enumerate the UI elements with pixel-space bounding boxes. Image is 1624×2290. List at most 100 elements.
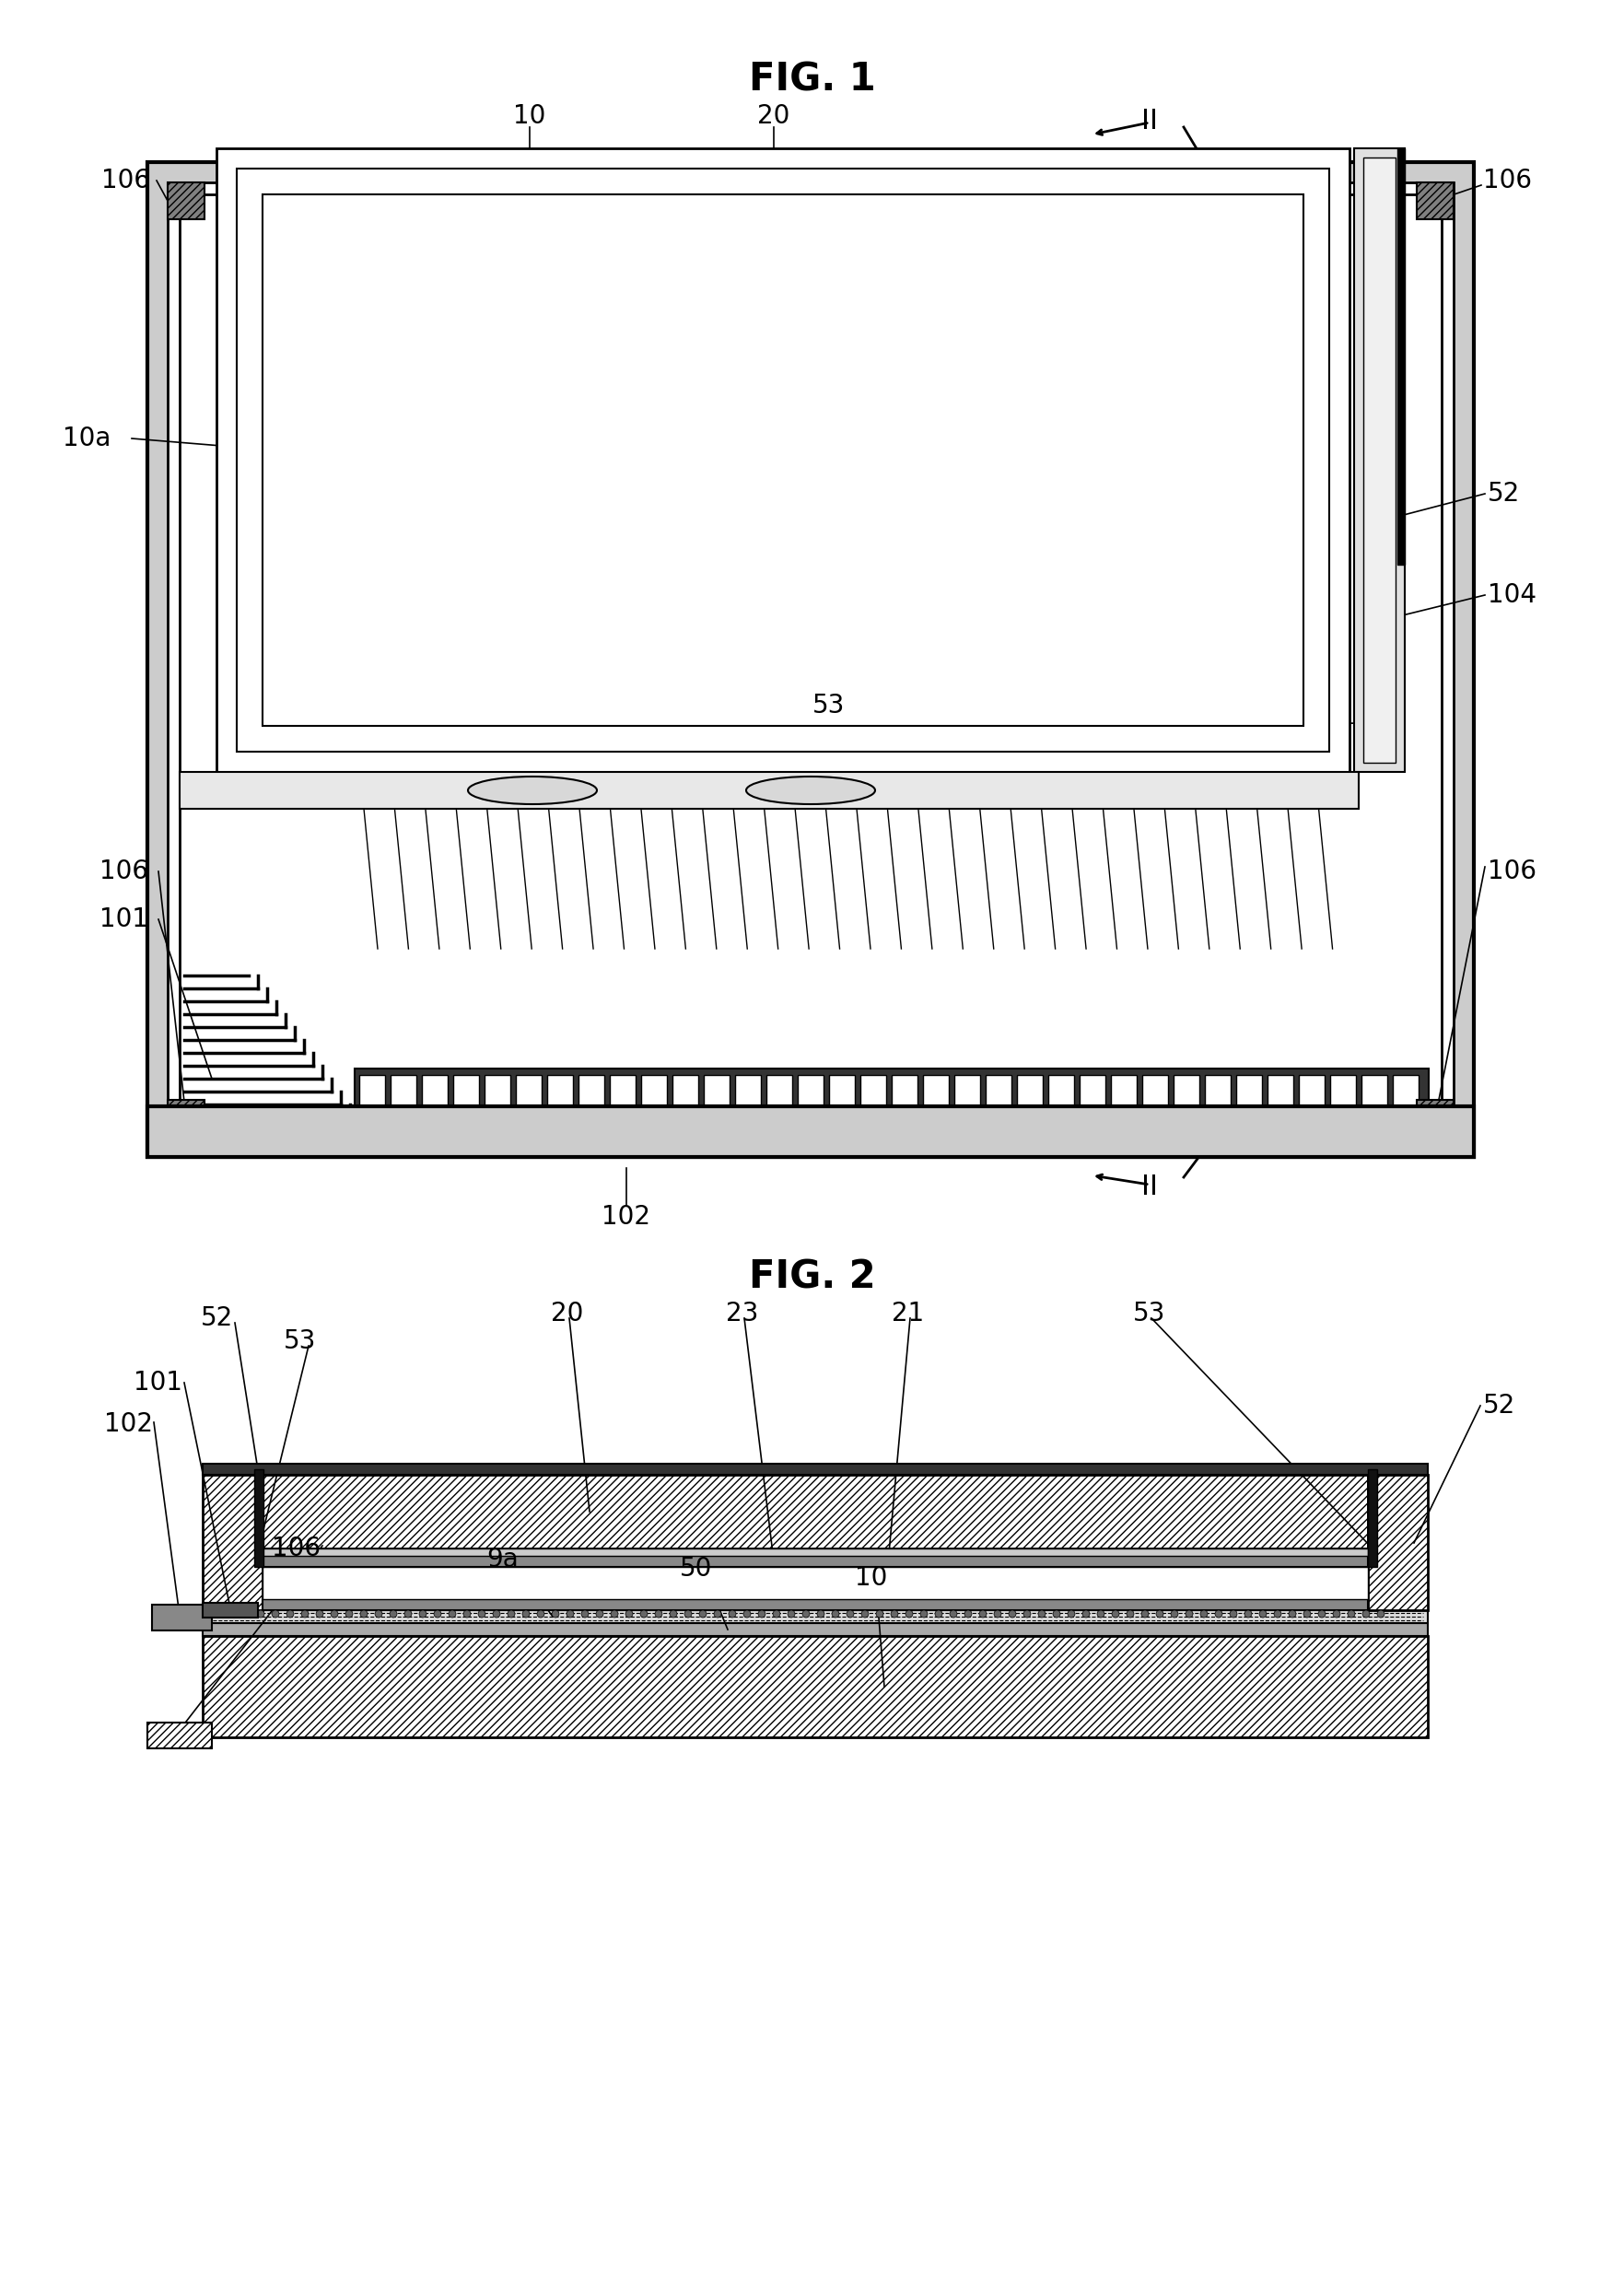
Text: FIG. 1: FIG. 1 (749, 60, 875, 98)
Text: 20: 20 (757, 103, 789, 128)
Bar (1367, 1470, 1377, 1566)
Text: 10: 10 (854, 1564, 887, 1592)
Circle shape (257, 1610, 265, 1617)
Bar (148, 1106, 1475, 1156)
Ellipse shape (745, 776, 875, 804)
Circle shape (375, 1610, 382, 1617)
Circle shape (331, 1610, 338, 1617)
Circle shape (1229, 1610, 1237, 1617)
Bar (354, 1069, 1429, 1118)
Circle shape (1363, 1610, 1369, 1617)
Text: 101: 101 (99, 907, 148, 932)
Ellipse shape (468, 776, 598, 804)
Bar (1367, 1475, 1427, 1610)
Circle shape (1273, 1610, 1281, 1617)
Circle shape (950, 1610, 957, 1617)
Bar (578, 1074, 604, 1113)
Text: FIG. 2: FIG. 2 (749, 1257, 875, 1296)
Circle shape (567, 1610, 573, 1617)
Bar (263, 195, 1304, 726)
Text: 20: 20 (551, 1301, 583, 1326)
Bar (1393, 1074, 1419, 1113)
Circle shape (1052, 1610, 1060, 1617)
Circle shape (1127, 1610, 1134, 1617)
Bar (1047, 1074, 1073, 1113)
Circle shape (1156, 1610, 1163, 1617)
Bar (736, 1074, 762, 1113)
Bar (263, 1566, 1367, 1598)
Circle shape (361, 1610, 367, 1617)
Text: 101: 101 (133, 1369, 182, 1395)
Text: 23: 23 (726, 1301, 758, 1326)
Bar (828, 1074, 854, 1113)
Bar (1416, 183, 1453, 220)
Circle shape (448, 1610, 456, 1617)
Circle shape (1171, 1610, 1177, 1617)
Bar (1363, 158, 1395, 763)
Circle shape (1289, 1610, 1296, 1617)
Circle shape (654, 1610, 663, 1617)
Circle shape (1377, 1610, 1385, 1617)
Text: 106: 106 (101, 167, 149, 192)
Bar (547, 1074, 573, 1113)
Bar (148, 163, 1475, 1156)
Bar (263, 1555, 1367, 1566)
Circle shape (419, 1610, 427, 1617)
Bar (148, 1722, 211, 1747)
Circle shape (640, 1610, 648, 1617)
Text: 104: 104 (1488, 582, 1536, 607)
Bar (422, 1074, 448, 1113)
Circle shape (817, 1610, 825, 1617)
Bar (167, 1099, 205, 1136)
Bar (641, 1074, 667, 1113)
Text: 10: 10 (513, 103, 546, 128)
Bar (153, 1605, 211, 1630)
Circle shape (1259, 1610, 1267, 1617)
Text: 53: 53 (284, 1328, 317, 1353)
Circle shape (715, 1610, 721, 1617)
Bar (861, 1074, 887, 1113)
Bar (1354, 149, 1405, 772)
Bar (797, 1074, 823, 1113)
Circle shape (700, 1610, 706, 1617)
Bar (237, 169, 1328, 751)
Text: 53: 53 (812, 692, 846, 719)
Circle shape (802, 1610, 810, 1617)
Circle shape (492, 1610, 500, 1617)
Bar (1330, 1074, 1356, 1113)
Circle shape (875, 1610, 883, 1617)
Circle shape (831, 1610, 840, 1617)
Circle shape (508, 1610, 515, 1617)
Circle shape (788, 1610, 796, 1617)
Circle shape (861, 1610, 869, 1617)
Bar (390, 1074, 416, 1113)
Circle shape (1215, 1610, 1223, 1617)
Circle shape (1244, 1610, 1252, 1617)
Circle shape (669, 1610, 677, 1617)
Circle shape (1319, 1610, 1325, 1617)
Circle shape (477, 1610, 486, 1617)
Bar (1236, 1074, 1262, 1113)
Circle shape (758, 1610, 765, 1617)
Bar (1397, 149, 1405, 566)
Bar (180, 195, 1442, 1124)
Circle shape (1098, 1610, 1104, 1617)
Text: II: II (1142, 1172, 1158, 1200)
Bar (986, 1074, 1012, 1113)
Bar (1080, 1074, 1106, 1113)
Circle shape (744, 1610, 750, 1617)
Circle shape (463, 1610, 471, 1617)
Circle shape (286, 1610, 294, 1617)
Circle shape (213, 1610, 221, 1617)
Text: 9a: 9a (486, 1546, 518, 1573)
Bar (1361, 1074, 1387, 1113)
Circle shape (523, 1610, 529, 1617)
Bar (703, 1074, 729, 1113)
Circle shape (434, 1610, 442, 1617)
Circle shape (611, 1610, 619, 1617)
Circle shape (300, 1610, 309, 1617)
Text: 53: 53 (1134, 1301, 1166, 1326)
Text: 106: 106 (271, 1537, 320, 1562)
Bar (672, 1074, 698, 1113)
Circle shape (1333, 1610, 1340, 1617)
